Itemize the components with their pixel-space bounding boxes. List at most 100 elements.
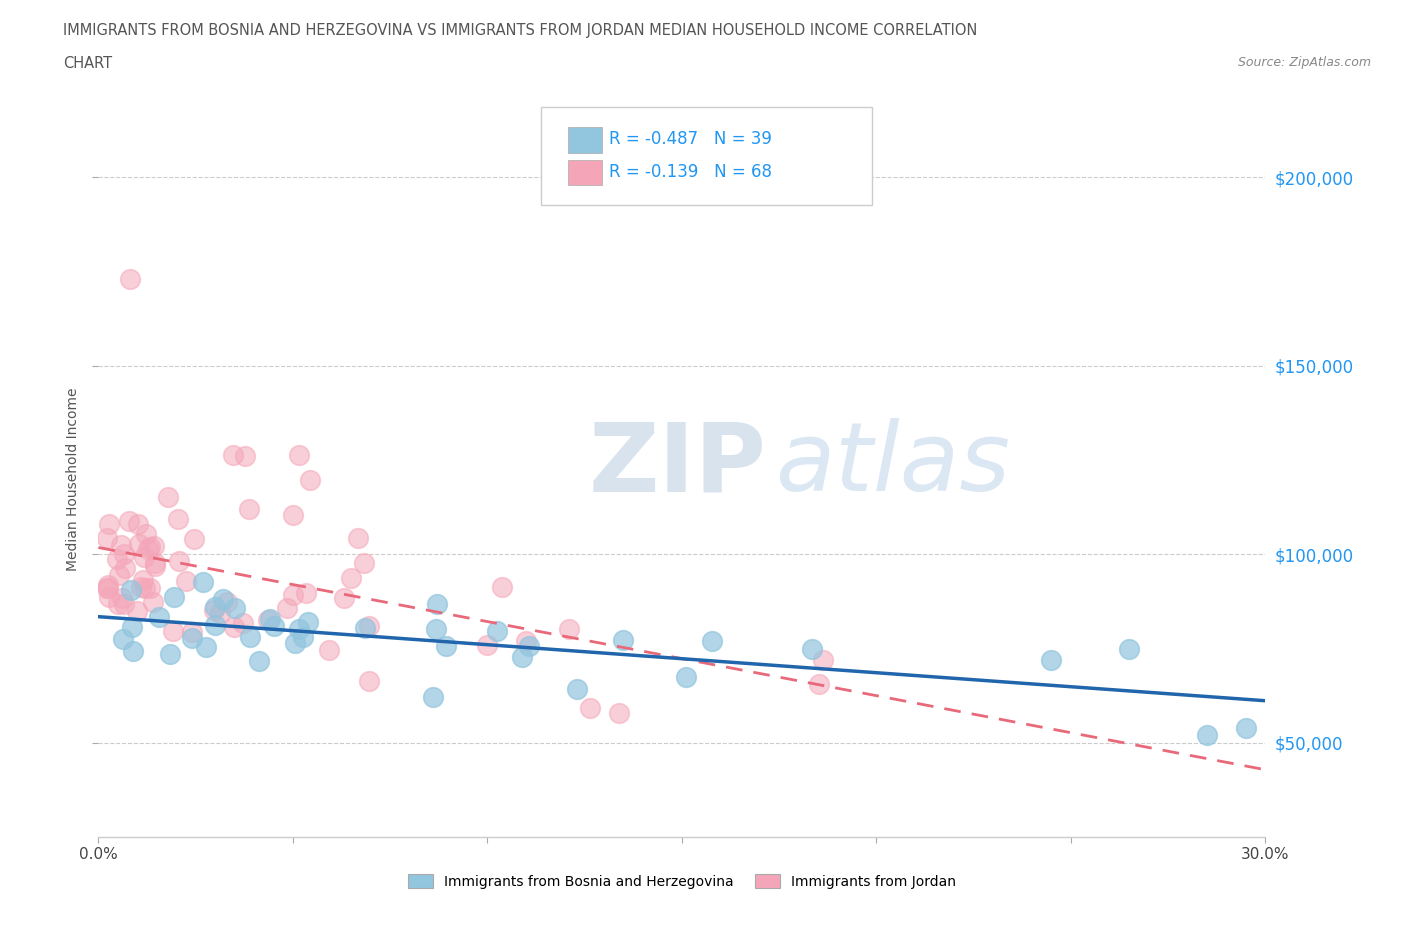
Text: R = -0.487   N = 39: R = -0.487 N = 39 — [609, 130, 772, 149]
Point — [558, 622, 581, 637]
Point — [222, 448, 245, 463]
Point — [134, 580, 156, 595]
Point — [204, 618, 226, 632]
Point — [333, 591, 356, 606]
Point — [1234, 720, 1257, 735]
Point — [281, 508, 304, 523]
Point — [143, 555, 166, 570]
Point — [105, 551, 128, 566]
Point — [167, 512, 190, 526]
Point — [202, 603, 225, 618]
Point — [808, 677, 831, 692]
Point — [114, 560, 136, 575]
Point — [163, 590, 186, 604]
Point — [224, 619, 246, 634]
Point — [426, 596, 449, 611]
Point — [288, 448, 311, 463]
Point — [612, 632, 634, 647]
Point — [176, 573, 198, 588]
Point — [132, 550, 155, 565]
Point — [191, 575, 214, 590]
Point — [357, 673, 380, 688]
Point — [359, 618, 381, 633]
Point — [211, 591, 233, 606]
Point — [162, 623, 184, 638]
Point — [111, 631, 134, 646]
Point — [579, 700, 602, 715]
Point — [276, 601, 298, 616]
Point — [112, 547, 135, 562]
Point — [517, 639, 540, 654]
Point — [224, 601, 246, 616]
Point — [129, 579, 152, 594]
Point — [110, 538, 132, 552]
Point — [107, 596, 129, 611]
Point — [295, 586, 318, 601]
Point — [181, 631, 204, 645]
Text: atlas: atlas — [775, 418, 1011, 512]
Y-axis label: Median Household Income: Median Household Income — [66, 387, 80, 571]
Point — [208, 606, 231, 621]
Point — [118, 513, 141, 528]
Point — [256, 613, 278, 628]
Point — [565, 681, 588, 696]
Point — [353, 555, 375, 570]
Point — [515, 633, 537, 648]
Point — [607, 705, 630, 720]
Point — [675, 670, 697, 684]
Point — [135, 526, 157, 541]
Point — [259, 612, 281, 627]
Point — [813, 653, 835, 668]
Point — [120, 582, 142, 597]
Text: Source: ZipAtlas.com: Source: ZipAtlas.com — [1237, 56, 1371, 69]
Point — [148, 609, 170, 624]
Point — [127, 516, 149, 531]
Point — [217, 594, 239, 609]
Text: ZIP: ZIP — [589, 418, 766, 512]
Point — [297, 614, 319, 629]
Point — [138, 580, 160, 595]
Point — [118, 272, 141, 286]
Point — [125, 604, 148, 618]
Point — [136, 541, 159, 556]
Point — [97, 580, 120, 595]
Point — [139, 539, 162, 554]
Point — [422, 690, 444, 705]
Point — [128, 537, 150, 551]
Point — [238, 502, 260, 517]
Point — [800, 641, 823, 656]
Point — [298, 472, 321, 487]
Point — [232, 616, 254, 631]
Point — [475, 638, 498, 653]
Point — [354, 620, 377, 635]
Point — [181, 625, 204, 640]
Point — [204, 600, 226, 615]
Point — [425, 622, 447, 637]
Point — [434, 639, 457, 654]
Text: IMMIGRANTS FROM BOSNIA AND HERZEGOVINA VS IMMIGRANTS FROM JORDAN MEDIAN HOUSEHOL: IMMIGRANTS FROM BOSNIA AND HERZEGOVINA V… — [63, 23, 977, 38]
Point — [233, 449, 256, 464]
Point — [702, 634, 724, 649]
Point — [281, 588, 304, 603]
Point — [194, 640, 217, 655]
Point — [291, 630, 314, 644]
Point — [143, 538, 166, 553]
Point — [111, 591, 134, 605]
Point — [247, 654, 270, 669]
Point — [96, 581, 118, 596]
Point — [1118, 641, 1140, 656]
Point — [288, 621, 311, 636]
Point — [239, 630, 262, 644]
Point — [318, 643, 340, 658]
Point — [142, 594, 165, 609]
Point — [112, 597, 135, 612]
Point — [145, 558, 167, 573]
Point — [96, 531, 118, 546]
Point — [510, 649, 533, 664]
Point — [98, 517, 121, 532]
Point — [98, 589, 121, 604]
Point — [132, 573, 155, 588]
Point — [121, 620, 143, 635]
Point — [183, 532, 205, 547]
Point — [169, 553, 191, 568]
